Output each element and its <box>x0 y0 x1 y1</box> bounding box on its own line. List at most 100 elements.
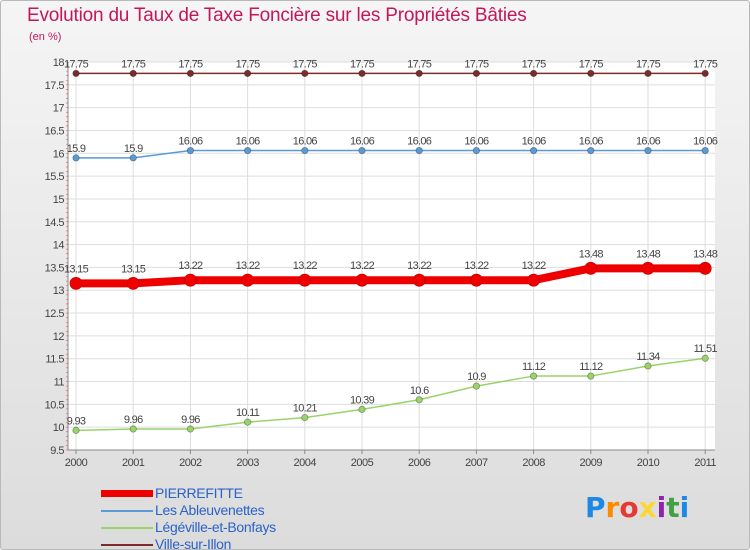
data-point <box>529 146 538 155</box>
data-label: 17.75 <box>464 58 489 70</box>
data-label: 13.22 <box>464 260 489 272</box>
series-line <box>75 357 706 432</box>
data-point <box>644 362 652 370</box>
data-point <box>644 69 652 78</box>
y-tick-label: 12.5 <box>45 308 65 320</box>
data-point <box>129 154 137 162</box>
data-label: 11.34 <box>636 351 660 363</box>
y-tick-label: 10.5 <box>45 399 65 411</box>
data-point <box>529 69 538 78</box>
y-tick-label: 14 <box>53 240 65 252</box>
y-tick-label: 16.5 <box>45 125 65 137</box>
data-point <box>701 146 709 155</box>
data-point <box>472 69 480 78</box>
data-point <box>72 426 80 434</box>
y-tick-label: 10 <box>53 422 65 434</box>
data-point <box>644 146 652 155</box>
data-point <box>244 69 252 78</box>
data-label: 17.75 <box>579 58 604 70</box>
logo-letter: i <box>656 491 667 524</box>
data-label: 13.48 <box>579 248 604 260</box>
x-tick-label: 2003 <box>236 457 259 469</box>
data-label: 16.06 <box>522 136 547 148</box>
data-label: 13.22 <box>522 260 547 272</box>
y-tick-label: 11 <box>54 377 65 389</box>
data-point <box>186 69 194 78</box>
data-point <box>698 261 712 275</box>
x-tick-label: 2004 <box>294 457 317 469</box>
data-label: 16.06 <box>293 136 318 148</box>
data-label: 16.06 <box>693 136 718 148</box>
data-label: 15.9 <box>124 143 143 155</box>
data-label: 17.75 <box>293 58 318 70</box>
x-tick-label: 2005 <box>351 457 374 469</box>
data-point <box>584 261 598 275</box>
data-point <box>298 273 312 287</box>
series-line <box>75 149 706 159</box>
data-point <box>358 146 366 155</box>
data-point <box>469 273 483 287</box>
legend-swatch <box>101 490 153 497</box>
data-point <box>415 69 423 78</box>
legend-swatch <box>101 527 153 529</box>
data-point <box>301 146 309 155</box>
x-tick-label: 2011 <box>694 457 716 469</box>
data-label: 13.15 <box>121 263 146 275</box>
chart-title: Evolution du Taux de Taxe Foncière sur l… <box>27 5 527 26</box>
x-tick-label: 2001 <box>122 457 145 469</box>
legend-swatch <box>101 510 153 512</box>
y-tick-label: 9.5 <box>50 445 64 457</box>
data-point <box>472 382 480 390</box>
y-tick-label: 18 <box>53 57 65 69</box>
data-label: 16.06 <box>579 136 604 148</box>
data-point <box>244 146 252 155</box>
y-tick-label: 15.5 <box>45 171 65 183</box>
x-tick-label: 2002 <box>179 457 202 469</box>
x-tick-label: 2010 <box>637 457 660 469</box>
x-tick-label: 2007 <box>465 457 488 469</box>
data-label: 10.9 <box>467 371 486 383</box>
data-point <box>701 354 709 362</box>
data-point <box>72 154 80 162</box>
data-label: 9.96 <box>124 414 143 426</box>
y-tick-label: 15 <box>53 194 65 206</box>
data-label: 16.06 <box>350 136 375 148</box>
data-label: 16.06 <box>407 136 432 148</box>
data-point <box>358 405 366 413</box>
data-point <box>129 425 137 433</box>
data-point <box>641 261 655 275</box>
data-label: 17.75 <box>407 58 432 70</box>
y-tick-label: 13.5 <box>45 262 65 274</box>
y-tick-label: 14.5 <box>45 217 65 229</box>
data-label: 10.6 <box>410 385 429 397</box>
data-label: 17.75 <box>64 58 89 70</box>
proxiti-logo: Proxiti <box>585 491 689 524</box>
logo-letter: r <box>605 491 620 524</box>
x-tick-label: 2000 <box>65 457 88 469</box>
x-tick-label: 2006 <box>408 457 431 469</box>
data-label: 17.75 <box>178 58 203 70</box>
data-label: 9.96 <box>181 414 200 426</box>
data-point <box>355 273 369 287</box>
y-tick-label: 16 <box>53 148 65 160</box>
data-point <box>587 69 595 78</box>
data-point <box>126 276 140 290</box>
data-label: 13.22 <box>178 260 203 272</box>
data-label: 11.51 <box>694 343 718 355</box>
data-label: 13.48 <box>636 248 661 260</box>
data-label: 10.11 <box>236 407 260 419</box>
y-tick-label: 17 <box>53 103 65 115</box>
y-tick-label: 13 <box>53 285 65 297</box>
data-label: 10.21 <box>293 403 318 415</box>
logo-letter: P <box>585 491 606 524</box>
data-point <box>244 418 252 426</box>
data-label: 13.22 <box>350 260 375 272</box>
data-point <box>412 273 426 287</box>
x-tick-label: 2008 <box>522 457 545 469</box>
data-point <box>529 372 538 380</box>
data-label: 11.12 <box>522 361 546 373</box>
data-point <box>301 413 309 422</box>
data-label: 16.06 <box>636 136 661 148</box>
